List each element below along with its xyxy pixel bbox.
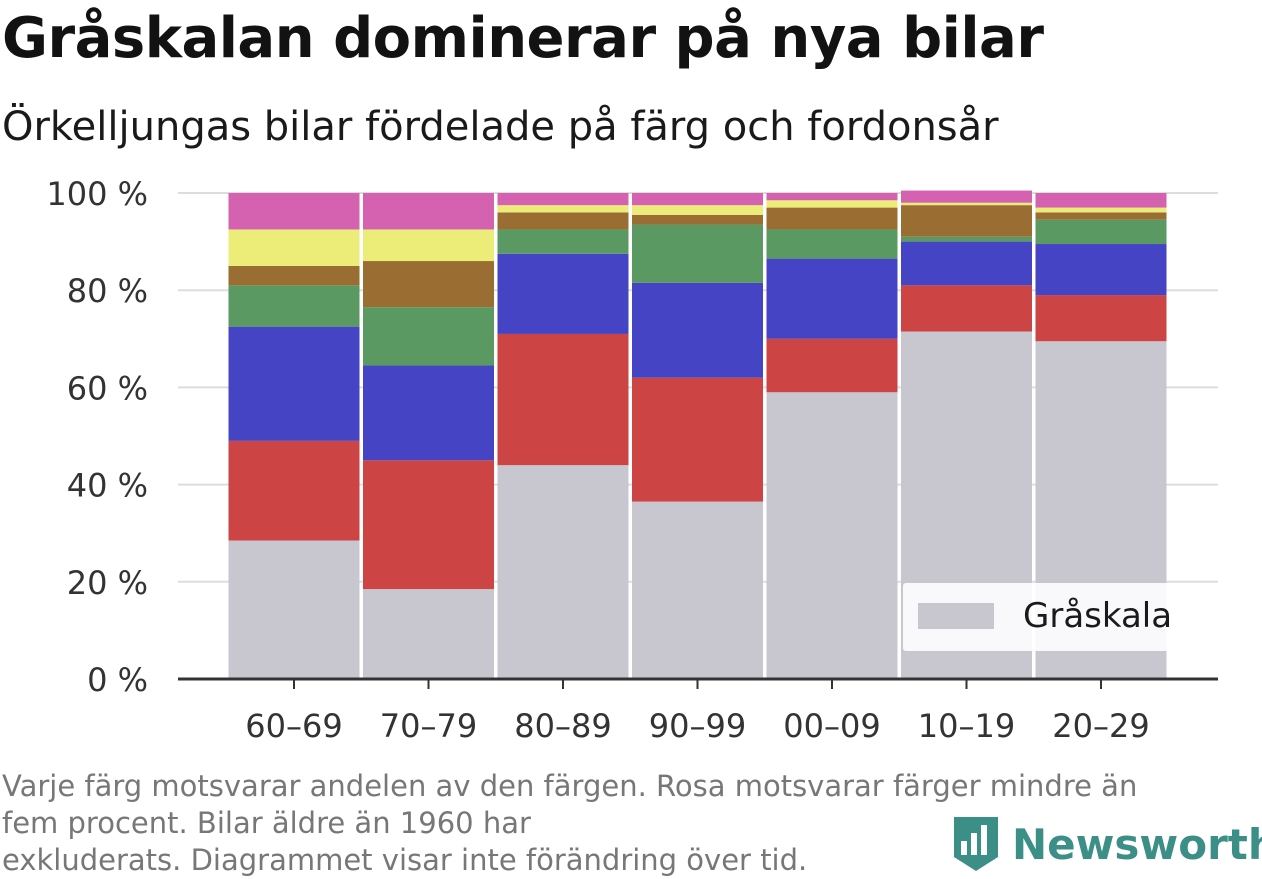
bar-segment bbox=[766, 200, 898, 208]
chart-title: Gråskalan dominerar på nya bilar bbox=[2, 6, 1044, 71]
bar-segment bbox=[632, 282, 763, 378]
bar-segment bbox=[228, 265, 360, 286]
bar-segment bbox=[363, 229, 494, 262]
y-tick-label: 60 % bbox=[67, 369, 148, 407]
x-tick-label: 60–69 bbox=[245, 707, 342, 745]
bar-segment bbox=[901, 190, 1032, 203]
legend-swatch-graskala bbox=[918, 603, 994, 629]
bar-segment bbox=[632, 214, 763, 225]
bar-segment bbox=[363, 589, 494, 679]
bar-segment bbox=[632, 193, 763, 206]
chart-subtitle: Örkelljungas bilar fördelade på färg och… bbox=[2, 104, 999, 150]
legend-label-graskala: Gråskala bbox=[1023, 596, 1172, 636]
bar-segment bbox=[228, 326, 360, 441]
bar-segment bbox=[363, 365, 494, 461]
bar-stacks bbox=[228, 190, 1167, 679]
bar-segment bbox=[228, 285, 360, 327]
bar-segment bbox=[766, 258, 898, 339]
bar-segment bbox=[1035, 295, 1167, 342]
x-tick-label: 90–99 bbox=[649, 707, 746, 745]
y-tick-label: 80 % bbox=[67, 272, 148, 310]
bar-segment bbox=[497, 193, 629, 206]
bar-segment bbox=[497, 205, 629, 213]
footnote: Varje färg motsvarar andelen av den färg… bbox=[2, 768, 1232, 879]
bar-segment bbox=[901, 241, 1032, 286]
bar-segment bbox=[901, 285, 1032, 332]
y-axis-ticks: 0 % 20 % 40 % 60 % 80 % 100 % bbox=[46, 175, 148, 699]
y-tick-label: 100 % bbox=[46, 175, 148, 213]
bar-segment bbox=[1035, 212, 1167, 220]
brand-name: Newsworthy bbox=[1012, 819, 1262, 869]
bar-segment bbox=[766, 229, 898, 259]
bar-segment bbox=[901, 236, 1032, 242]
y-tick-label: 0 % bbox=[87, 661, 148, 699]
newsworthy-brand[interactable]: Newsworthy bbox=[950, 812, 1262, 876]
bar-segment bbox=[497, 253, 629, 334]
bar-segment bbox=[632, 501, 763, 679]
bar-segment bbox=[497, 333, 629, 466]
bar-segment bbox=[497, 212, 629, 230]
bar-segment bbox=[1035, 207, 1167, 213]
x-axis-ticks: 60–69 70–79 80–89 90–99 00–09 10–19 20–29 bbox=[245, 679, 1150, 745]
bar-segment bbox=[632, 205, 763, 215]
bar-segment bbox=[228, 229, 360, 266]
bar-segment bbox=[901, 205, 1032, 237]
bar-segment bbox=[766, 392, 898, 679]
bar-segment bbox=[1035, 193, 1167, 208]
legend-box bbox=[903, 583, 1169, 651]
bar-segment bbox=[497, 465, 629, 679]
bar-segment bbox=[228, 440, 360, 541]
bar-segment bbox=[1035, 219, 1167, 245]
bar-segment bbox=[632, 377, 763, 502]
footnote-line-3: exkluderats. Diagrammet visar inte förän… bbox=[2, 843, 808, 877]
bar-segment bbox=[632, 224, 763, 283]
x-tick-label: 10–19 bbox=[918, 707, 1015, 745]
footnote-line-1: Varje färg motsvarar andelen av den färg… bbox=[2, 769, 1138, 803]
bar-segment bbox=[1035, 244, 1167, 296]
y-tick-label: 40 % bbox=[67, 467, 148, 505]
x-tick-label: 70–79 bbox=[380, 707, 477, 745]
x-tick-label: 20–29 bbox=[1052, 707, 1149, 745]
legend: Gråskala bbox=[903, 583, 1172, 651]
bar-segment bbox=[363, 460, 494, 590]
newsworthy-logo-icon bbox=[954, 817, 998, 871]
bar-segment bbox=[228, 193, 360, 230]
bar-segment bbox=[363, 193, 494, 230]
bar-segment bbox=[766, 193, 898, 201]
bar-segment bbox=[363, 261, 494, 308]
x-tick-label: 00–09 bbox=[783, 707, 880, 745]
bar-segment bbox=[766, 338, 898, 393]
bar-segment bbox=[766, 207, 898, 230]
stacked-bar-chart: 0 % 20 % 40 % 60 % 80 % 100 % 60–69 70–79 80–89… bbox=[46, 175, 1218, 745]
bar-segment bbox=[363, 307, 494, 366]
bar-segment bbox=[228, 540, 360, 679]
footnote-line-2: fem procent. Bilar äldre än 1960 har bbox=[2, 806, 531, 840]
bar-segment bbox=[901, 202, 1032, 206]
bar-segment bbox=[497, 229, 629, 254]
x-tick-label: 80–89 bbox=[514, 707, 611, 745]
y-tick-label: 20 % bbox=[67, 564, 148, 602]
